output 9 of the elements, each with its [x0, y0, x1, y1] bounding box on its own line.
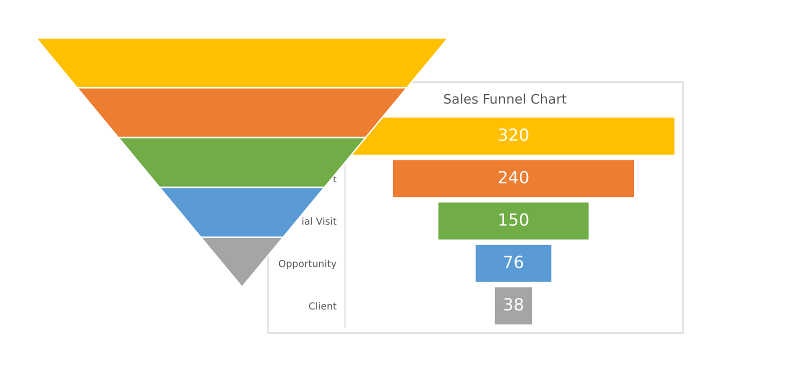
data-label: 38: [504, 298, 523, 311]
data-label: 240: [498, 170, 528, 184]
data-label: 150: [499, 213, 528, 226]
category-label: Opportunity: [278, 260, 336, 270]
data-label: 76: [504, 256, 524, 268]
category-label: ial Visit: [302, 217, 336, 225]
data-label: 320: [498, 128, 528, 142]
category-label: Client: [309, 302, 336, 310]
text: Sales Funnel Chart: [444, 94, 566, 104]
